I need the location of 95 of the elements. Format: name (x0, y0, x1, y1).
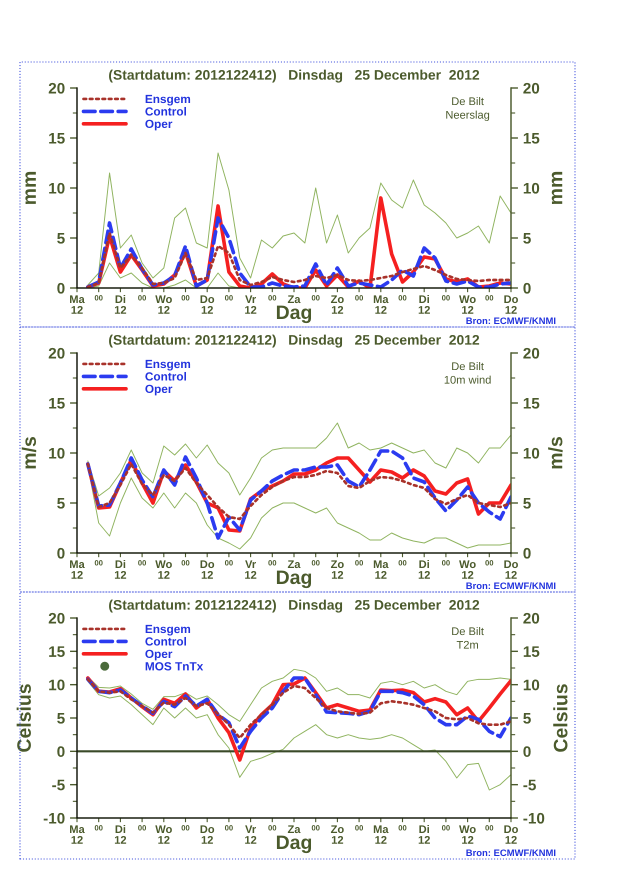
x-tick-label: Za (288, 295, 301, 304)
x-tick-label: Ma 12 (70, 825, 85, 844)
x-tick-label: Do 12 (200, 560, 214, 579)
y2-tick-label: 20 (523, 612, 540, 624)
y2-tick-label: 20 (523, 82, 540, 94)
x-tick-label: Ma 12 (374, 560, 389, 579)
y2-tick-label: 0 (523, 282, 531, 294)
text: Bron: ECMWF/KNMI (466, 582, 556, 590)
x-tick-label: Za (288, 825, 301, 834)
legend-label: Ensgem (146, 360, 190, 371)
x-tick-label: Do 12 (504, 825, 518, 844)
annotation: De Bilt T2m (452, 627, 484, 649)
y-tick-label: 15 (49, 398, 65, 409)
y-tick-label: 10 (49, 680, 65, 690)
x-tick-label: Za (288, 560, 301, 568)
x-tick-label: Di 12 (418, 824, 430, 844)
y-axis-title: mm (25, 172, 36, 204)
y2-tick-label: 5 (523, 713, 531, 724)
x-tick-label: Wo 12 (459, 560, 476, 579)
y2-tick-label: 5 (523, 233, 531, 244)
text: Bron: ECMWF/KNMI (466, 849, 556, 856)
y2-tick-label: 5 (523, 498, 531, 509)
y-tick-label: 15 (49, 133, 65, 144)
legend-label: Control (145, 636, 186, 646)
x-tick-label: Zo 12 (330, 295, 344, 314)
x-tick-label: Di 12 (418, 294, 430, 314)
x-tick-label: Zo 12 (330, 825, 344, 844)
x-tick-label: Vr 12 (245, 295, 256, 314)
annotation: MOS TnTx (146, 662, 204, 670)
legend-label: Control (145, 106, 186, 116)
x-tick-label: Ma 12 (374, 825, 389, 844)
y2-axis-title: m/s (548, 437, 563, 468)
y-tick-label: 0 (57, 548, 65, 559)
x-tick-label: Di 12 (114, 294, 126, 314)
y-tick-label: 5 (57, 233, 65, 244)
y2-tick-label: -10 (523, 812, 544, 824)
text: Bron: ECMWF/KNMI (466, 317, 556, 324)
chart-title: (Startdatum: 2012122412) Dinsdag 25 December 2012 (109, 334, 480, 348)
x-tick-label: Do 12 (504, 560, 518, 579)
y-tick-label: 20 (48, 612, 65, 624)
y2-axis-title: Celsius (553, 684, 568, 752)
y-tick-label: 0 (57, 746, 65, 758)
x-tick-label: Ma 12 (70, 560, 85, 579)
x-axis-title: Dag (276, 570, 312, 588)
y-tick-label: -10 (44, 812, 65, 824)
y-tick-label: 20 (48, 82, 65, 94)
x-tick-label: Do 12 (200, 825, 214, 844)
x-tick-label: Vr 12 (245, 825, 256, 844)
x-tick-label: Ma 12 (374, 295, 389, 314)
y2-tick-label: 15 (524, 646, 540, 658)
x-tick-label: Di 12 (114, 560, 126, 579)
y-tick-label: 5 (57, 713, 65, 724)
y2-tick-label: 0 (523, 548, 531, 559)
y-tick-label: 0 (57, 282, 65, 294)
x-tick-label: Do 12 (504, 295, 518, 314)
x-tick-label: Zo 12 (330, 560, 344, 579)
y-tick-label: 20 (48, 348, 65, 359)
legend-label: Control (145, 372, 186, 381)
annotation: De Bilt Neerslag (446, 97, 490, 121)
x-tick-label: Do 12 (200, 295, 214, 314)
y-tick-label: 5 (57, 498, 65, 509)
x-tick-label: Ma 12 (70, 295, 85, 314)
y-tick-label: 10 (49, 182, 65, 194)
y-tick-label: 15 (49, 646, 65, 658)
chart-title: (Startdatum: 2012122412) Dinsdag 25 December 2012 (109, 70, 480, 83)
y2-tick-label: 15 (524, 133, 540, 144)
x-tick-label: Di 12 (418, 560, 430, 579)
x-tick-label: Di 12 (114, 824, 126, 844)
annotation: De Bilt 10m wind (444, 362, 491, 384)
x-tick-label: Wo 12 (155, 560, 172, 579)
legend-label: Oper (145, 384, 172, 396)
x-tick-label: Wo 12 (155, 295, 172, 314)
x-tick-label: Wo 12 (459, 825, 476, 844)
chart-title: (Startdatum: 2012122412) Dinsdag 25 December 2012 (109, 600, 480, 613)
legend-label: Oper (145, 650, 172, 660)
y-tick-label: -5 (52, 780, 65, 790)
y2-tick-label: 20 (523, 348, 540, 359)
y2-tick-label: 10 (524, 182, 540, 194)
x-tick-label: Wo 12 (155, 825, 172, 844)
x-tick-label: Wo 12 (459, 295, 476, 314)
legend-label: Ensgem (146, 94, 190, 106)
legend-label: Oper (145, 120, 172, 130)
legend-label: Ensgem (146, 624, 190, 636)
x-axis-title: Dag (276, 836, 312, 854)
y2-tick-label: -5 (523, 780, 536, 790)
x-axis-title: Dag (276, 306, 312, 324)
y-axis-title: m/s (22, 437, 36, 468)
y2-tick-label: 10 (524, 680, 540, 690)
x-tick-label: Vr 12 (245, 560, 256, 579)
y2-tick-label: 15 (524, 398, 540, 409)
y2-axis-title: mm (552, 172, 562, 204)
y2-tick-label: 10 (524, 448, 540, 459)
y2-tick-label: 0 (523, 746, 531, 758)
y-tick-label: 10 (49, 448, 65, 459)
y-axis-title: Celsius (16, 684, 31, 752)
